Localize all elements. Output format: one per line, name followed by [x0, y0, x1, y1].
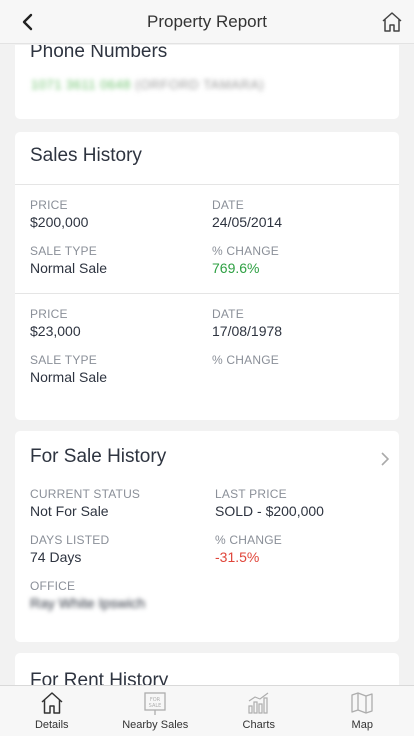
tab-label: Nearby Sales	[122, 719, 189, 731]
bar-chart-icon	[248, 692, 269, 714]
sale-change-field: % CHANGE 769.6%	[212, 244, 279, 276]
bottom-tab-bar: Details FOR SALE Nearby Sales Charts Map	[0, 685, 414, 736]
field-value: 17/08/1978	[212, 323, 283, 339]
phone-number-value[interactable]: 1071 3611 0648 (ORFORD TAMARA)	[31, 77, 264, 92]
phone-numbers-title: Phone Numbers	[30, 45, 168, 62]
sale-date-field: DATE 24/05/2014	[212, 198, 282, 230]
price-change-field: % CHANGE -31.5%	[215, 533, 282, 565]
field-value: 24/05/2014	[212, 214, 283, 230]
field-value: Normal Sale	[30, 369, 108, 385]
sales-history-title: Sales History	[30, 145, 142, 166]
field-label: SALE TYPE	[30, 244, 97, 258]
for-sale-history-card[interactable]: For Sale History CURRENT STATUS Not For …	[15, 431, 399, 642]
office-field: OFFICE Ray White Ipswich	[30, 579, 145, 611]
phone-numbers-card: Phone Numbers 1071 3611 0648 (ORFORD TAM…	[15, 45, 399, 119]
tab-label: Details	[34, 719, 69, 731]
last-price-field: LAST PRICE SOLD - $200,000	[215, 487, 324, 519]
field-value: Normal Sale	[30, 260, 108, 276]
field-label: PRICE	[30, 198, 68, 212]
field-value: SOLD - $200,000	[215, 503, 324, 519]
chevron-left-icon	[22, 13, 33, 31]
divider	[15, 184, 399, 185]
tab-label: Map	[351, 719, 373, 731]
field-label: DATE	[212, 198, 244, 212]
for-rent-history-title: For Rent History	[30, 670, 169, 685]
app-header: Property Report	[0, 0, 414, 44]
tab-map[interactable]: Map	[311, 686, 414, 736]
home-icon	[382, 12, 402, 32]
field-label: DAYS LISTED	[30, 533, 110, 547]
field-value: 74 Days	[30, 549, 82, 565]
sale-price-field: PRICE $200,000	[30, 198, 88, 230]
chevron-right-icon	[381, 452, 390, 466]
tab-details[interactable]: Details	[0, 686, 104, 736]
field-label: LAST PRICE	[215, 487, 287, 501]
days-listed-field: DAYS LISTED 74 Days	[30, 533, 109, 565]
field-value: Not For Sale	[30, 503, 109, 519]
field-label: CURRENT STATUS	[30, 487, 141, 501]
tab-charts[interactable]: Charts	[207, 686, 311, 736]
map-icon	[351, 692, 373, 714]
field-label: OFFICE	[30, 579, 76, 593]
field-label: % CHANGE	[212, 353, 279, 367]
field-value: $200,000	[30, 214, 89, 230]
sales-history-card: Sales History PRICE $200,000 DATE 24/05/…	[15, 132, 399, 420]
phone-number-owner: (ORFORD TAMARA)	[135, 77, 265, 92]
for-rent-history-card[interactable]: For Rent History	[15, 653, 399, 685]
field-value: -31.5%	[215, 549, 260, 565]
field-label: SALE TYPE	[30, 353, 97, 367]
home-icon	[41, 692, 63, 714]
sale-type-field: SALE TYPE Normal Sale	[30, 244, 107, 276]
tab-nearby-sales[interactable]: FOR SALE Nearby Sales	[104, 686, 208, 736]
for-sale-sign-icon: FOR SALE	[144, 692, 166, 715]
sale-date-field: DATE 17/08/1978	[212, 307, 282, 339]
svg-text:SALE: SALE	[149, 703, 162, 709]
page-title: Property Report	[147, 11, 267, 31]
field-label: PRICE	[30, 307, 68, 321]
svg-text:FOR: FOR	[150, 697, 161, 703]
sale-type-field: SALE TYPE Normal Sale	[30, 353, 107, 385]
field-value: Ray White Ipswich	[30, 595, 146, 611]
field-value: 769.6%	[212, 260, 260, 276]
sale-price-field: PRICE $23,000	[30, 307, 81, 339]
field-label: % CHANGE	[212, 244, 279, 258]
home-button[interactable]	[380, 10, 404, 34]
divider	[15, 293, 399, 294]
back-button[interactable]	[16, 11, 38, 33]
tab-label: Charts	[242, 719, 275, 731]
field-label: DATE	[212, 307, 244, 321]
sale-change-field: % CHANGE	[212, 353, 279, 369]
phone-number-digits: 1071 3611 0648	[31, 77, 132, 92]
content-scroll-area[interactable]: Phone Numbers 1071 3611 0648 (ORFORD TAM…	[0, 45, 414, 685]
field-label: % CHANGE	[215, 533, 282, 547]
field-value: $23,000	[30, 323, 81, 339]
current-status-field: CURRENT STATUS Not For Sale	[30, 487, 140, 519]
for-sale-history-title: For Sale History	[30, 446, 167, 467]
